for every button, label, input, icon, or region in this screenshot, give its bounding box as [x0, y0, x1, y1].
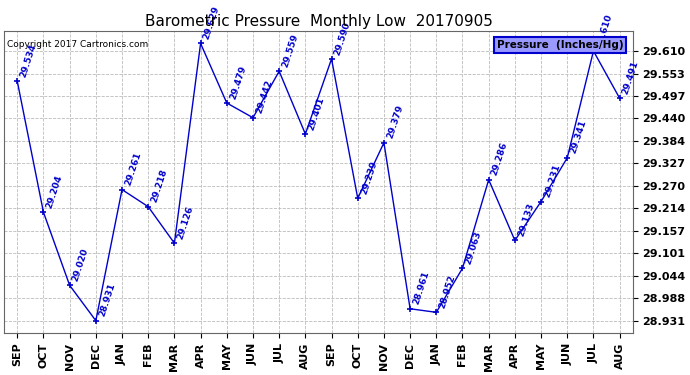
Text: 29.239: 29.239 [359, 160, 378, 195]
Title: Barometric Pressure  Monthly Low  20170905: Barometric Pressure Monthly Low 20170905 [144, 13, 493, 28]
Text: Copyright 2017 Cartronics.com: Copyright 2017 Cartronics.com [8, 40, 148, 49]
Text: 29.491: 29.491 [621, 59, 640, 96]
Text: 28.952: 28.952 [437, 274, 457, 309]
Text: 29.479: 29.479 [228, 64, 248, 100]
Text: 29.534: 29.534 [19, 42, 38, 78]
Text: 29.063: 29.063 [464, 230, 483, 266]
Text: 28.961: 28.961 [411, 270, 431, 306]
Text: 29.341: 29.341 [569, 119, 588, 155]
Text: 29.126: 29.126 [176, 205, 195, 240]
Text: 29.133: 29.133 [516, 202, 535, 238]
Text: 29.231: 29.231 [542, 163, 562, 199]
Text: 29.261: 29.261 [124, 151, 143, 187]
Text: Pressure  (Inches/Hg): Pressure (Inches/Hg) [497, 40, 623, 50]
Text: 29.590: 29.590 [333, 20, 352, 56]
Text: 29.559: 29.559 [281, 33, 300, 69]
Text: 28.931: 28.931 [97, 282, 117, 318]
Text: 29.379: 29.379 [385, 104, 405, 140]
Text: 29.401: 29.401 [307, 95, 326, 131]
Text: 29.442: 29.442 [255, 79, 274, 115]
Text: 29.610: 29.610 [595, 12, 614, 48]
Text: 29.020: 29.020 [71, 247, 90, 282]
Text: 29.218: 29.218 [150, 168, 169, 204]
Text: 29.204: 29.204 [45, 174, 64, 210]
Text: 29.286: 29.286 [490, 141, 509, 177]
Text: 29.629: 29.629 [202, 5, 221, 40]
